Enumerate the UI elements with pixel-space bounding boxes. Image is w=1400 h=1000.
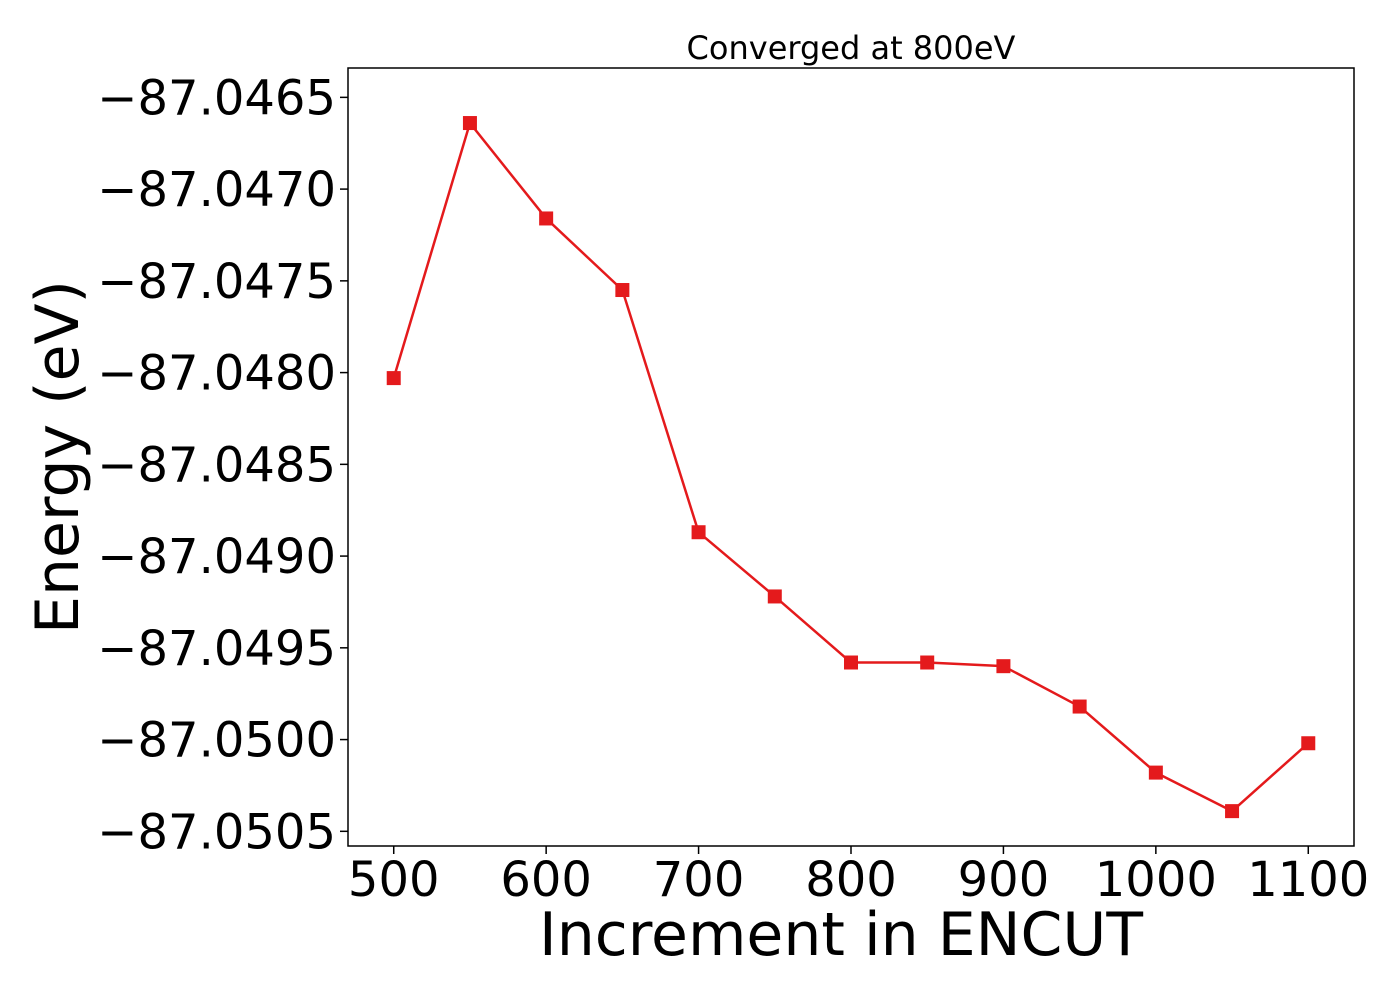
- x-tick-label: 800: [805, 852, 897, 908]
- y-tick-label: −87.0495: [97, 621, 336, 677]
- plot-frame: [347, 67, 1355, 847]
- x-tick-label: 1100: [1247, 852, 1369, 908]
- data-point: [767, 589, 782, 604]
- y-tick-label: −87.0485: [97, 437, 336, 493]
- data-point: [386, 371, 401, 386]
- series-line: [392, 121, 1310, 813]
- y-tick-label: −87.0475: [97, 254, 336, 310]
- x-axis-label: Increment in ENCUT: [539, 900, 1143, 970]
- y-tick-label: −87.0480: [97, 346, 336, 402]
- y-axis: −87.0465 −87.0470 −87.0475 −87.0480 −87.0485…: [97, 70, 348, 860]
- y-axis-label: Energy (eV): [23, 280, 93, 634]
- data-point: [920, 655, 935, 670]
- y-tick-label: −87.0470: [97, 162, 336, 218]
- x-tick-label: 1000: [1095, 852, 1217, 908]
- x-tick-label: 600: [500, 852, 592, 908]
- x-tick-label: 900: [958, 852, 1050, 908]
- y-tick-label: −87.0505: [97, 804, 336, 860]
- x-tick-label: 500: [348, 852, 440, 908]
- data-point: [539, 211, 554, 226]
- data-point: [462, 116, 477, 131]
- x-tick-label: 700: [653, 852, 745, 908]
- x-axis: 500 600 700 800 900 1000 1100: [348, 846, 1369, 908]
- y-tick-label: −87.0465: [97, 70, 336, 126]
- series-layer: [386, 116, 1316, 819]
- y-tick-label: −87.0500: [97, 713, 336, 769]
- data-point: [1072, 699, 1087, 714]
- y-tick-label: −87.0490: [97, 529, 336, 585]
- data-point: [996, 659, 1011, 674]
- data-point: [691, 525, 706, 540]
- data-point: [1301, 736, 1316, 751]
- data-point: [844, 655, 858, 670]
- chart-title: Converged at 800eV: [687, 29, 1016, 67]
- data-point: [1225, 804, 1240, 819]
- data-point: [615, 283, 630, 298]
- data-point: [1148, 765, 1163, 780]
